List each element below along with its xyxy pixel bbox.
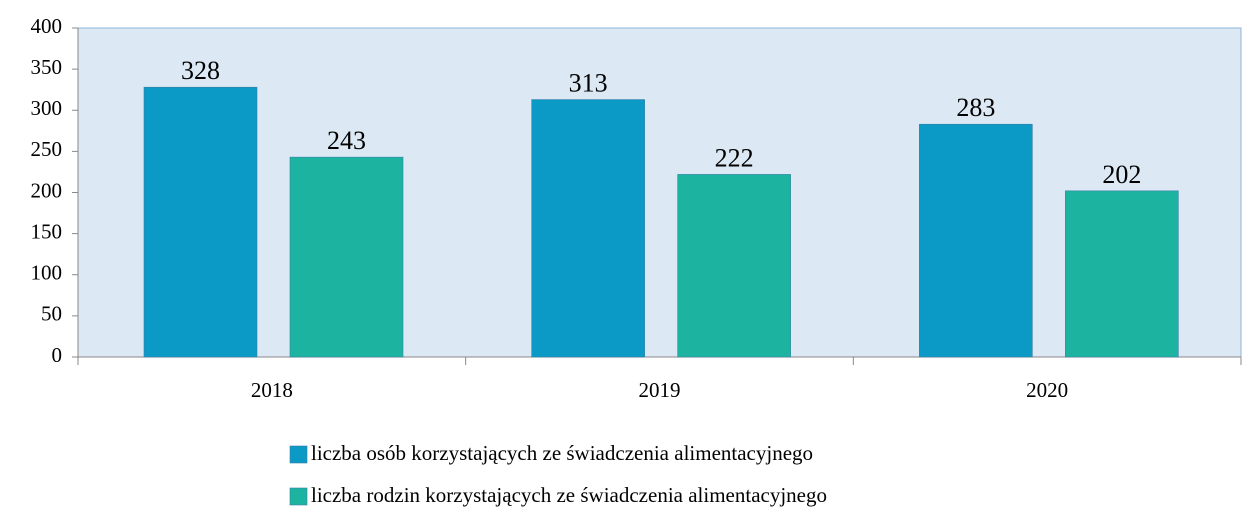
plot-area xyxy=(77,27,1242,358)
x-tick-label: 2019 xyxy=(639,378,681,402)
data-label: 328 xyxy=(181,56,220,85)
bar xyxy=(677,174,791,358)
x-tick-label: 2020 xyxy=(1026,378,1068,402)
bar xyxy=(289,156,404,358)
legend-label: liczba osób korzystających ze świadczeni… xyxy=(311,441,813,465)
y-tick-label: 300 xyxy=(31,96,63,120)
legend-swatch xyxy=(289,445,308,464)
data-label: 313 xyxy=(569,69,608,98)
y-tick-label: 50 xyxy=(41,302,62,326)
legend-label: liczba rodzin korzystających ze świadcze… xyxy=(311,483,827,507)
y-tick-label: 150 xyxy=(31,219,63,243)
data-label: 222 xyxy=(715,143,754,172)
y-tick-label: 100 xyxy=(31,261,63,285)
y-tick-label: 250 xyxy=(31,137,63,161)
bar xyxy=(143,86,258,358)
bar xyxy=(919,123,1033,358)
data-label: 243 xyxy=(327,126,366,155)
data-label: 202 xyxy=(1102,160,1141,189)
legend-swatch xyxy=(289,487,308,506)
data-label: 283 xyxy=(956,93,995,122)
y-tick-label: 0 xyxy=(52,343,63,367)
y-tick-label: 350 xyxy=(31,55,63,79)
bar xyxy=(531,99,645,358)
y-tick-label: 400 xyxy=(31,14,63,38)
bar xyxy=(1065,190,1179,358)
y-tick-label: 200 xyxy=(31,178,63,202)
x-tick-label: 2018 xyxy=(251,378,293,402)
